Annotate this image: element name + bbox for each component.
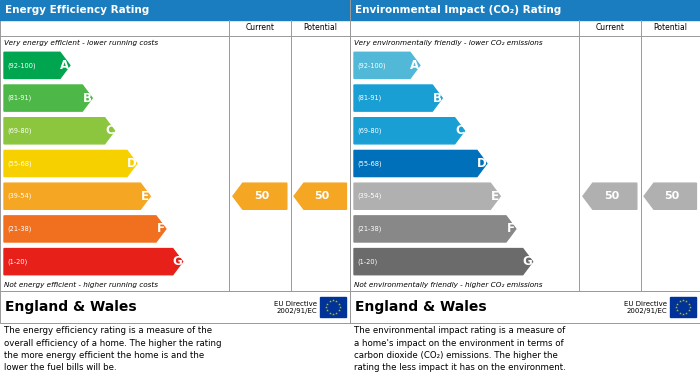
Polygon shape xyxy=(233,183,287,209)
Text: (81-91): (81-91) xyxy=(7,95,31,101)
Text: (92-100): (92-100) xyxy=(7,62,36,68)
Polygon shape xyxy=(354,183,500,209)
Bar xyxy=(0,291,350,323)
Text: F: F xyxy=(507,222,515,235)
Polygon shape xyxy=(294,183,346,209)
Polygon shape xyxy=(354,52,420,79)
Text: Potential: Potential xyxy=(653,23,687,32)
Text: C: C xyxy=(455,124,464,137)
Polygon shape xyxy=(4,85,92,111)
Text: Environmental Impact (CO₂) Rating: Environmental Impact (CO₂) Rating xyxy=(355,5,561,15)
Text: Current: Current xyxy=(246,23,274,32)
Text: 50: 50 xyxy=(254,191,270,201)
Text: Not energy efficient - higher running costs: Not energy efficient - higher running co… xyxy=(4,282,158,287)
Text: E: E xyxy=(491,190,499,203)
Polygon shape xyxy=(4,118,115,144)
Text: England & Wales: England & Wales xyxy=(355,300,486,314)
Text: EU Directive
2002/91/EC: EU Directive 2002/91/EC xyxy=(274,301,317,314)
Text: 50: 50 xyxy=(664,191,680,201)
Polygon shape xyxy=(4,183,150,209)
Text: C: C xyxy=(105,124,114,137)
Text: Energy Efficiency Rating: Energy Efficiency Rating xyxy=(5,5,149,15)
Bar xyxy=(320,297,346,317)
Text: (39-54): (39-54) xyxy=(357,193,382,199)
Text: (81-91): (81-91) xyxy=(357,95,382,101)
Text: A: A xyxy=(60,59,69,72)
Text: F: F xyxy=(157,222,165,235)
Text: EU Directive
2002/91/EC: EU Directive 2002/91/EC xyxy=(624,301,667,314)
Text: B: B xyxy=(83,91,92,104)
Text: D: D xyxy=(127,157,136,170)
Text: The energy efficiency rating is a measure of the
overall efficiency of a home. T: The energy efficiency rating is a measur… xyxy=(4,326,221,373)
Bar xyxy=(350,0,700,20)
Text: Potential: Potential xyxy=(303,23,337,32)
Polygon shape xyxy=(4,151,136,177)
Text: Not environmentally friendly - higher CO₂ emissions: Not environmentally friendly - higher CO… xyxy=(354,282,542,287)
Text: England & Wales: England & Wales xyxy=(5,300,136,314)
Polygon shape xyxy=(354,216,516,242)
Text: 50: 50 xyxy=(604,191,620,201)
Polygon shape xyxy=(4,249,183,275)
Text: (69-80): (69-80) xyxy=(357,127,382,134)
Text: The environmental impact rating is a measure of
a home's impact on the environme: The environmental impact rating is a mea… xyxy=(354,326,566,373)
Bar xyxy=(670,297,696,317)
Text: (55-68): (55-68) xyxy=(7,160,31,167)
Text: (92-100): (92-100) xyxy=(357,62,386,68)
Text: 50: 50 xyxy=(314,191,330,201)
Text: (55-68): (55-68) xyxy=(357,160,382,167)
Text: Very energy efficient - lower running costs: Very energy efficient - lower running co… xyxy=(4,39,158,46)
Text: Very environmentally friendly - lower CO₂ emissions: Very environmentally friendly - lower CO… xyxy=(354,39,542,46)
Polygon shape xyxy=(354,118,465,144)
Text: A: A xyxy=(410,59,419,72)
Bar xyxy=(350,20,700,291)
Text: G: G xyxy=(173,255,183,268)
Polygon shape xyxy=(354,249,533,275)
Text: E: E xyxy=(141,190,149,203)
Polygon shape xyxy=(583,183,637,209)
Text: (1-20): (1-20) xyxy=(7,258,27,265)
Text: (39-54): (39-54) xyxy=(7,193,31,199)
Polygon shape xyxy=(4,52,70,79)
Polygon shape xyxy=(4,216,166,242)
Text: (69-80): (69-80) xyxy=(7,127,31,134)
Bar xyxy=(0,0,350,20)
Text: (21-38): (21-38) xyxy=(7,226,31,232)
Text: B: B xyxy=(433,91,442,104)
Polygon shape xyxy=(354,85,442,111)
Bar xyxy=(0,20,350,291)
Text: G: G xyxy=(523,255,533,268)
Text: (1-20): (1-20) xyxy=(357,258,377,265)
Bar xyxy=(350,291,700,323)
Text: Current: Current xyxy=(596,23,624,32)
Polygon shape xyxy=(644,183,696,209)
Text: D: D xyxy=(477,157,486,170)
Text: (21-38): (21-38) xyxy=(357,226,382,232)
Polygon shape xyxy=(354,151,486,177)
